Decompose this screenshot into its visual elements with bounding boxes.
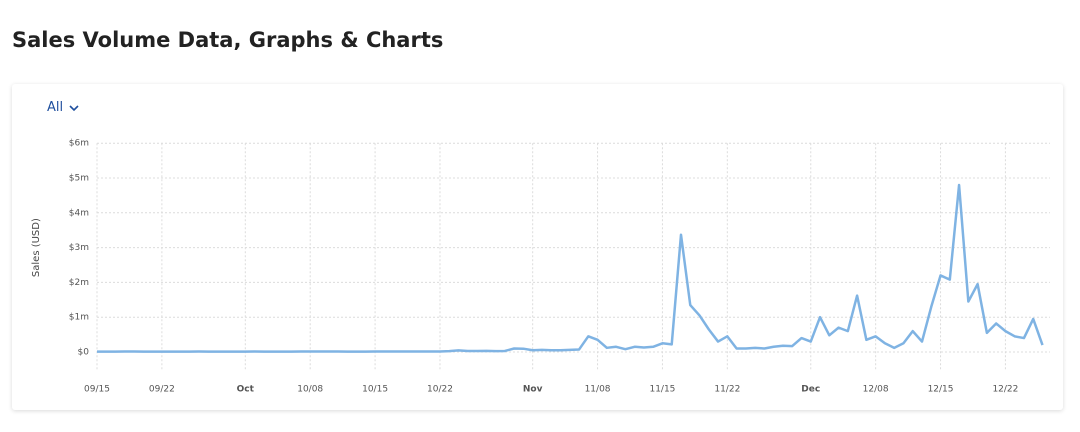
y-tick-label: $4m — [69, 208, 89, 218]
x-tick-label: 10/08 — [297, 385, 323, 395]
x-tick-label: 12/08 — [863, 385, 889, 395]
x-tick-label: 09/15 — [84, 385, 110, 395]
x-tick-label: Oct — [237, 385, 255, 395]
filter-label: All — [47, 100, 64, 115]
chevron-icon — [69, 104, 79, 111]
x-tick-label: 12/22 — [992, 385, 1018, 395]
y-tick-label: $1m — [69, 313, 89, 323]
y-tick-label: $6m — [69, 139, 89, 149]
sales-line — [97, 183, 1044, 353]
x-tick-label: Nov — [523, 385, 543, 395]
x-tick-label: 10/15 — [362, 385, 388, 395]
x-tick-label: Dec — [801, 385, 820, 395]
y-axis-label: Sales (USD) — [31, 218, 42, 277]
filter-dropdown[interactable]: All — [47, 100, 79, 115]
x-tick-label: 09/22 — [149, 385, 175, 395]
x-tick-label: 12/15 — [928, 385, 954, 395]
chart-card — [12, 84, 1063, 410]
x-tick-label: 11/08 — [585, 385, 611, 395]
x-tick-label: 11/15 — [649, 385, 675, 395]
x-tick-label: 10/22 — [427, 385, 453, 395]
y-tick-label: $5m — [69, 174, 89, 184]
y-tick-label: $2m — [69, 278, 89, 288]
x-tick-label: 11/22 — [714, 385, 740, 395]
y-tick-label: $0 — [78, 348, 90, 358]
y-tick-label: $3m — [69, 243, 89, 253]
page-title: Sales Volume Data, Graphs & Charts — [12, 28, 444, 52]
